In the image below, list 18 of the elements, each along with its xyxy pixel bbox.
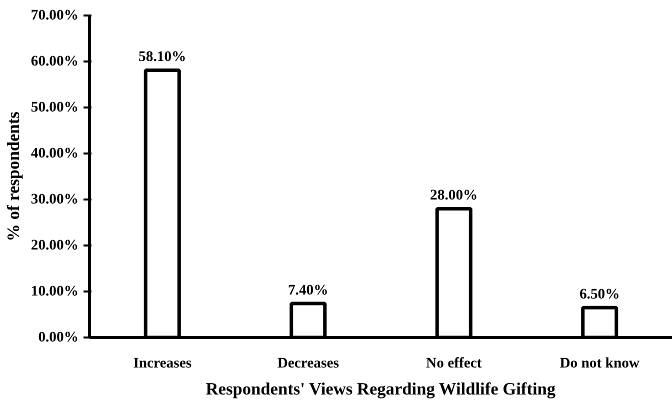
- y-tick-label: 50.00%: [30, 100, 79, 116]
- data-label: 58.10%: [138, 49, 186, 66]
- y-tick-label: 20.00%: [30, 238, 79, 254]
- y-tick-label: 70.00%: [30, 8, 79, 24]
- data-label: 6.50%: [579, 286, 620, 303]
- data-label: 7.40%: [288, 282, 328, 298]
- x-tick-label: No effect: [426, 356, 482, 372]
- y-tick-label: 30.00%: [30, 192, 79, 208]
- y-tick-label: 0.00%: [38, 330, 79, 346]
- y-tick-label: 10.00%: [30, 284, 79, 300]
- x-axis-title: Respondents' Views Regarding Wildlife Gifting: [206, 380, 556, 398]
- y-tick-label: 40.00%: [30, 146, 79, 162]
- x-tick-label: Increases: [133, 356, 192, 372]
- x-tick-label: Do not know: [560, 356, 640, 372]
- y-axis-title: % of respondents: [4, 111, 23, 242]
- y-tick-label: 60.00%: [30, 54, 79, 70]
- x-tick-label: Decreases: [277, 356, 340, 372]
- data-label: 28.00%: [430, 188, 478, 204]
